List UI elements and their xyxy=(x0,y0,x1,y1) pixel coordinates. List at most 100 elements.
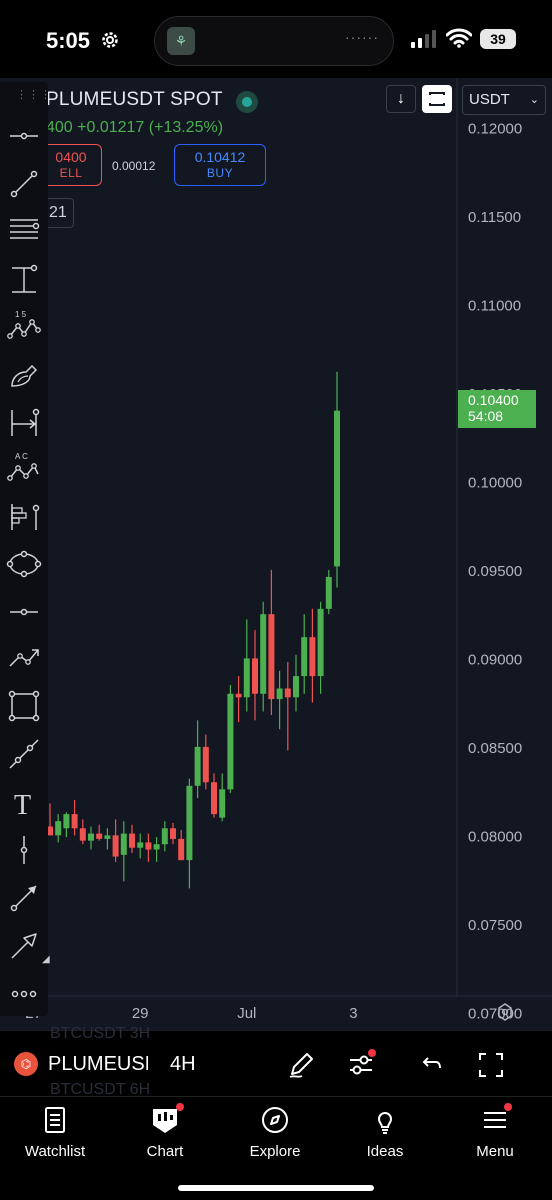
home-indicator[interactable] xyxy=(178,1185,374,1191)
candle-down xyxy=(235,693,242,698)
brush-icon xyxy=(11,364,38,387)
arrow-down-icon: ↓ xyxy=(397,90,405,107)
buy-label: BUY xyxy=(206,166,234,180)
axis-settings-icon xyxy=(498,1003,512,1021)
pencil-icon xyxy=(289,1053,313,1078)
ellipse-tool[interactable] xyxy=(6,546,42,582)
market-open-indicator xyxy=(236,91,258,113)
rectangle-tool[interactable] xyxy=(6,688,42,724)
horizontal-ray-tool[interactable] xyxy=(6,118,42,154)
notification-dot xyxy=(176,1103,184,1111)
candle-up xyxy=(325,577,332,609)
candle-down xyxy=(309,637,316,677)
tab-ideas[interactable]: Ideas xyxy=(330,1105,440,1165)
vertical-line-tool[interactable] xyxy=(6,832,42,868)
tab-chart[interactable]: Chart xyxy=(110,1103,220,1165)
date-range-tool[interactable] xyxy=(6,404,42,440)
battery-indicator: 39 xyxy=(480,29,516,49)
sell-label: ELL xyxy=(59,166,83,180)
tab-label: Chart xyxy=(146,1143,184,1160)
drawing-toggle-button[interactable] xyxy=(284,1048,318,1082)
y-tick-label: 0.09500 xyxy=(468,563,522,580)
fib-retracement-tool[interactable] xyxy=(6,212,42,248)
y-tick-label: 0.10000 xyxy=(468,474,522,491)
symbol-selector[interactable]: PLUMEUSDT xyxy=(48,1053,148,1075)
candle-down xyxy=(129,833,135,848)
long-short-position-tool[interactable] xyxy=(6,498,42,534)
indicators-button[interactable] xyxy=(344,1048,378,1082)
ghost-symbol-2: BTCUSDT 6H xyxy=(50,1081,151,1098)
drag-handle-icon[interactable]: ⋮⋮⋮ xyxy=(16,89,52,101)
candle-up xyxy=(276,688,283,700)
candle-up xyxy=(243,658,250,698)
arrow-line-icon xyxy=(10,885,37,912)
current-price: 0.10400 xyxy=(468,392,519,408)
bottom-toolbar[interactable]: BTCUSDT 3H BTCUSDT 6H ⌬ PLUMEUSDT 4H xyxy=(0,1025,552,1098)
chevron-down-icon: ⌄ xyxy=(529,94,539,106)
current-price-tag: 0.10400 54:08 xyxy=(458,390,536,428)
date-range-icon xyxy=(11,408,40,436)
extended-line-tool[interactable] xyxy=(6,736,42,772)
watchlist-icon xyxy=(45,1107,65,1133)
expand-button[interactable] xyxy=(474,1048,508,1082)
compass-icon xyxy=(262,1107,288,1133)
dynamic-island[interactable]: ⚘ ······ xyxy=(154,16,394,66)
arrow-line-tool[interactable] xyxy=(6,880,42,916)
app-activity-icon: ⚘ xyxy=(167,27,195,55)
tab-explore[interactable]: Explore xyxy=(220,1105,330,1165)
abcd-pattern-icon: A C xyxy=(7,452,39,481)
sell-price: 0400 xyxy=(55,149,87,165)
horizontal-line-icon xyxy=(10,608,38,616)
y-tick-label: 0.07500 xyxy=(468,917,522,934)
arrow-marker-tool[interactable] xyxy=(6,928,42,964)
text-icon: T xyxy=(14,790,31,821)
lightbulb-icon xyxy=(377,1112,393,1134)
text-tool[interactable]: T xyxy=(6,784,42,821)
candle-up xyxy=(104,835,111,839)
tab-watchlist[interactable]: Watchlist xyxy=(0,1105,110,1165)
bar-countdown: 54:08 xyxy=(468,408,504,424)
candlestick-chart[interactable]: 0.120000.115000.110000.105000.100000.095… xyxy=(0,78,552,1030)
sell-button[interactable]: 0400 ELL xyxy=(40,144,102,186)
abcd-pattern-tool[interactable]: A C xyxy=(6,450,42,486)
currency-select[interactable]: USDT ⌄ xyxy=(462,85,546,115)
more-tools[interactable] xyxy=(6,976,42,1012)
candle-down xyxy=(112,835,119,857)
candle-down xyxy=(79,828,86,841)
tab-bar[interactable]: Watchlist Chart Explore Ideas Menu xyxy=(0,1096,552,1200)
fullscreen-button[interactable] xyxy=(422,85,452,113)
axis-settings-icon-center xyxy=(501,1008,509,1016)
candle-down xyxy=(284,688,291,698)
buy-button[interactable]: 0.10412 BUY xyxy=(174,144,266,186)
horizontal-line-tool[interactable] xyxy=(6,594,42,630)
horizontal-ray-icon xyxy=(10,132,38,140)
x-tick-label: 29 xyxy=(132,1005,149,1022)
position-icon xyxy=(11,504,40,530)
download-button[interactable]: ↓ xyxy=(386,85,416,113)
brush-tool[interactable] xyxy=(6,356,42,392)
candle-up xyxy=(219,789,226,818)
elliott-wave-tool[interactable]: 1 5 xyxy=(6,308,42,344)
expand-icon xyxy=(479,1053,503,1077)
chart-symbol-title[interactable]: PLUMEUSDT SPOT xyxy=(46,89,223,110)
undo-button[interactable] xyxy=(414,1048,448,1082)
fib-retracement-icon xyxy=(10,219,40,239)
price-change: 400 +0.01217 (+13.25%) xyxy=(46,119,224,136)
candle-down xyxy=(211,782,217,815)
gear-icon xyxy=(100,30,120,50)
path-tool[interactable] xyxy=(6,640,42,676)
island-dots: ······ xyxy=(345,29,379,45)
vertical-measure-tool[interactable] xyxy=(6,262,42,298)
x-tick-label: 3 xyxy=(349,1005,357,1022)
tab-label: Menu xyxy=(476,1143,514,1160)
candle-down xyxy=(268,614,275,700)
interval-selector[interactable]: 4H xyxy=(170,1053,196,1075)
drawing-toolbar[interactable]: ⋮⋮⋮ 1 5 A C T xyxy=(0,82,52,1016)
candle-down xyxy=(170,828,176,839)
text-tool-glyph: T xyxy=(14,790,31,820)
trend-line-tool[interactable] xyxy=(6,166,42,202)
candle-up xyxy=(194,746,201,786)
tab-label: Ideas xyxy=(366,1143,404,1160)
chart-area[interactable]: 0.120000.115000.110000.105000.100000.095… xyxy=(0,78,552,1030)
tab-menu[interactable]: Menu xyxy=(440,1103,550,1165)
